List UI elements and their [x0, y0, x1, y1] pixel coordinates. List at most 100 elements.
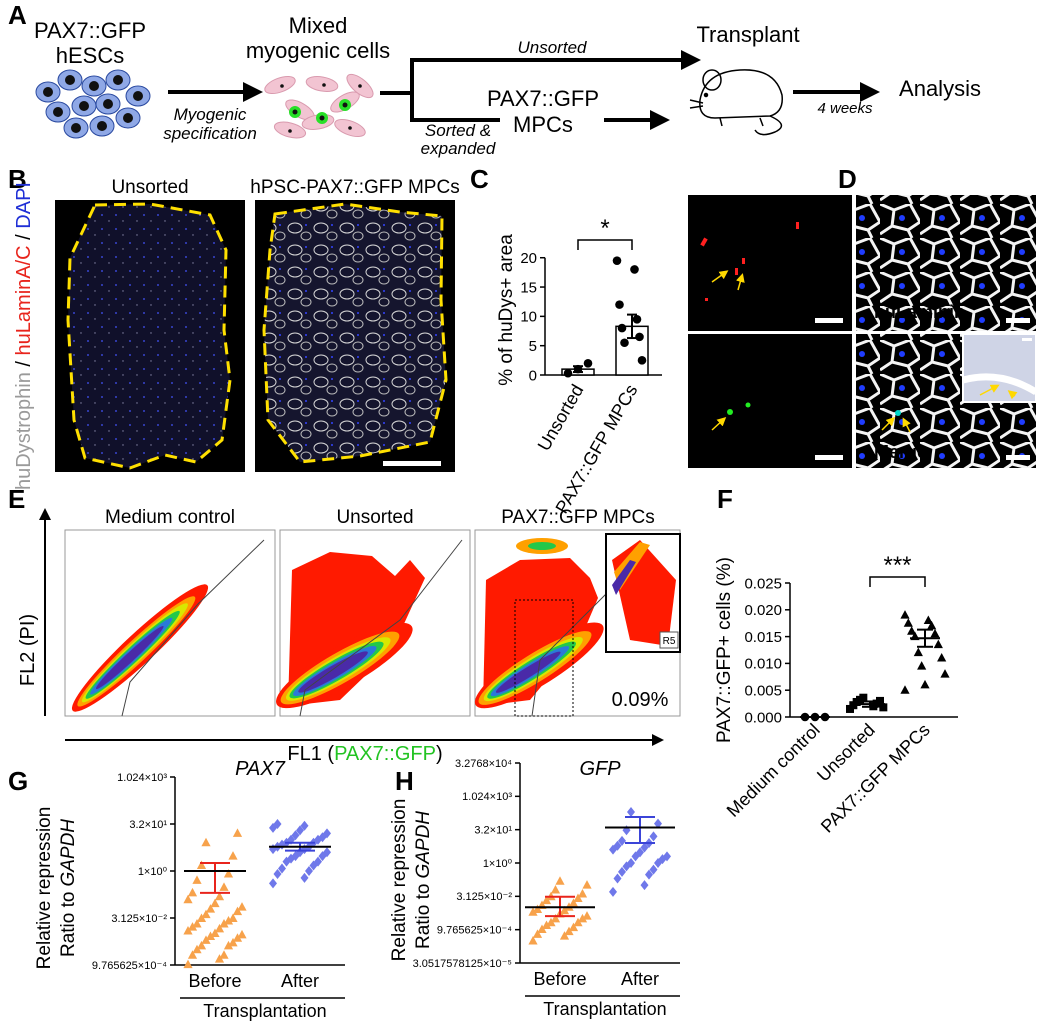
- significance-label: *: [600, 215, 609, 242]
- data-point: [930, 628, 940, 638]
- data-point: [528, 936, 538, 945]
- label-part: GAPDH: [58, 819, 79, 887]
- data-point: [577, 913, 588, 923]
- inset: [962, 333, 1037, 403]
- nucleus: [43, 87, 53, 97]
- nucleus: [97, 121, 107, 131]
- data-point: [314, 856, 322, 867]
- data-point: [541, 895, 552, 905]
- step-label: MPCs: [513, 112, 573, 137]
- scale-bar: [815, 318, 1032, 460]
- x-tick-label: Medium control: [723, 720, 824, 821]
- image-title: Unsorted: [111, 177, 188, 198]
- data-point: [273, 869, 282, 880]
- axis-label: FL2 (PI): [17, 614, 39, 686]
- y-tick-label: 20: [520, 250, 537, 267]
- nuclei: [742, 258, 745, 264]
- data-point: [192, 875, 202, 884]
- data-point: [577, 888, 588, 898]
- y-axis-label: Relative repression: [389, 799, 410, 962]
- data-point: [232, 828, 243, 837]
- data-point: [196, 860, 207, 870]
- pointer: [711, 270, 1018, 433]
- y-axis-label: % of huDys+ area: [496, 234, 517, 386]
- data-point: [201, 837, 211, 847]
- y-tick-label: 9.765625×10⁻⁴: [92, 960, 167, 972]
- pointer: [881, 416, 896, 431]
- flow-plot: [659, 631, 679, 649]
- data-point: [640, 880, 649, 891]
- image-title: hPSC-PAX7::GFP MPCs: [250, 177, 459, 198]
- inset-fiber: [962, 373, 1038, 396]
- data-point: [183, 959, 193, 969]
- x-tick-label: Before: [188, 971, 241, 991]
- data-point: [300, 820, 309, 831]
- panel-label: E: [8, 484, 25, 514]
- chart-title: GFP: [579, 758, 621, 780]
- flow-plot: R5 0.09%: [474, 529, 681, 717]
- data-point: [559, 931, 570, 940]
- data-point: [933, 639, 943, 649]
- pointer: [736, 273, 745, 291]
- data-point: [223, 869, 234, 878]
- data-point: [620, 338, 629, 348]
- data-point: [573, 893, 583, 902]
- scale-bar: [815, 455, 843, 460]
- data-point: [640, 842, 649, 853]
- y-axis-label: Relative repression: [34, 807, 55, 970]
- data-point: [183, 894, 193, 904]
- data-point: [568, 898, 579, 907]
- data-point: [273, 819, 282, 829]
- data-point: [196, 940, 207, 950]
- data-point: [879, 703, 888, 712]
- flow-plot: [612, 560, 636, 595]
- data-point: [232, 933, 243, 942]
- panel-label: F: [717, 484, 733, 514]
- data-point: [627, 858, 635, 868]
- data-point: [214, 954, 225, 963]
- mouse: [719, 117, 764, 127]
- data-point: [228, 937, 238, 947]
- nuclei: [796, 222, 799, 229]
- chart-title: PAX7: [235, 758, 286, 780]
- cell: [264, 75, 296, 95]
- data-point: [323, 847, 331, 858]
- step-label: Transplant: [696, 22, 799, 47]
- panel-label: D: [838, 164, 857, 194]
- data-point: [663, 851, 671, 862]
- stain-label: huLaminA/C: [700, 302, 806, 322]
- pointer: [1007, 390, 1018, 400]
- data-point: [532, 929, 543, 938]
- y-tick-label: 3.2×10¹: [129, 819, 167, 831]
- y-tick-label: 15: [520, 279, 537, 296]
- flow-plot: [514, 599, 574, 717]
- y-axis-label: Ratio to GAPDH: [413, 811, 434, 949]
- label-part: ): [436, 743, 443, 765]
- mixed-cells: [264, 73, 374, 139]
- data-point: [296, 825, 304, 836]
- stain-label: huDystrophin / huLaminA/C / DAPI: [13, 182, 35, 490]
- data-point: [907, 626, 917, 635]
- y-tick-label: 5: [529, 338, 537, 355]
- data-point: [214, 923, 225, 933]
- data-point: [654, 818, 662, 829]
- stain-label: PAX7: [700, 442, 746, 462]
- data-point: [205, 931, 216, 940]
- label-part: DAPI: [13, 182, 35, 229]
- label-part: /: [13, 229, 35, 246]
- data-point: [563, 368, 573, 378]
- step-label: PAX7::GFP: [34, 18, 146, 43]
- y-axis-label: Ratio to GAPDH: [58, 819, 79, 957]
- data-point: [636, 847, 644, 858]
- nuclei: [727, 402, 751, 415]
- scale-bar: [383, 461, 441, 466]
- data-point: [300, 872, 309, 883]
- y-tick-label: 0.010: [744, 656, 782, 673]
- stain-label: Merge: [874, 442, 927, 462]
- micrograph: [856, 195, 1036, 331]
- label-part: /: [13, 355, 35, 372]
- data-point: [201, 935, 211, 944]
- y-tick-label: 1×10⁰: [483, 858, 513, 870]
- data-point: [228, 913, 238, 923]
- data-point: [219, 882, 229, 891]
